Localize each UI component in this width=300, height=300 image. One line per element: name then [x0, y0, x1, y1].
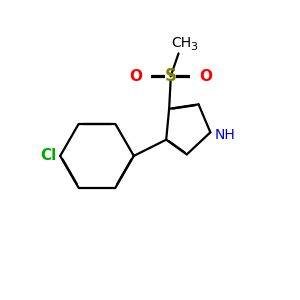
Text: CH: CH: [171, 36, 191, 50]
Text: Cl: Cl: [40, 148, 57, 164]
Text: O: O: [199, 69, 212, 84]
Text: O: O: [129, 69, 142, 84]
Text: NH: NH: [215, 128, 236, 142]
Text: 3: 3: [190, 42, 197, 52]
Text: S: S: [165, 68, 177, 85]
